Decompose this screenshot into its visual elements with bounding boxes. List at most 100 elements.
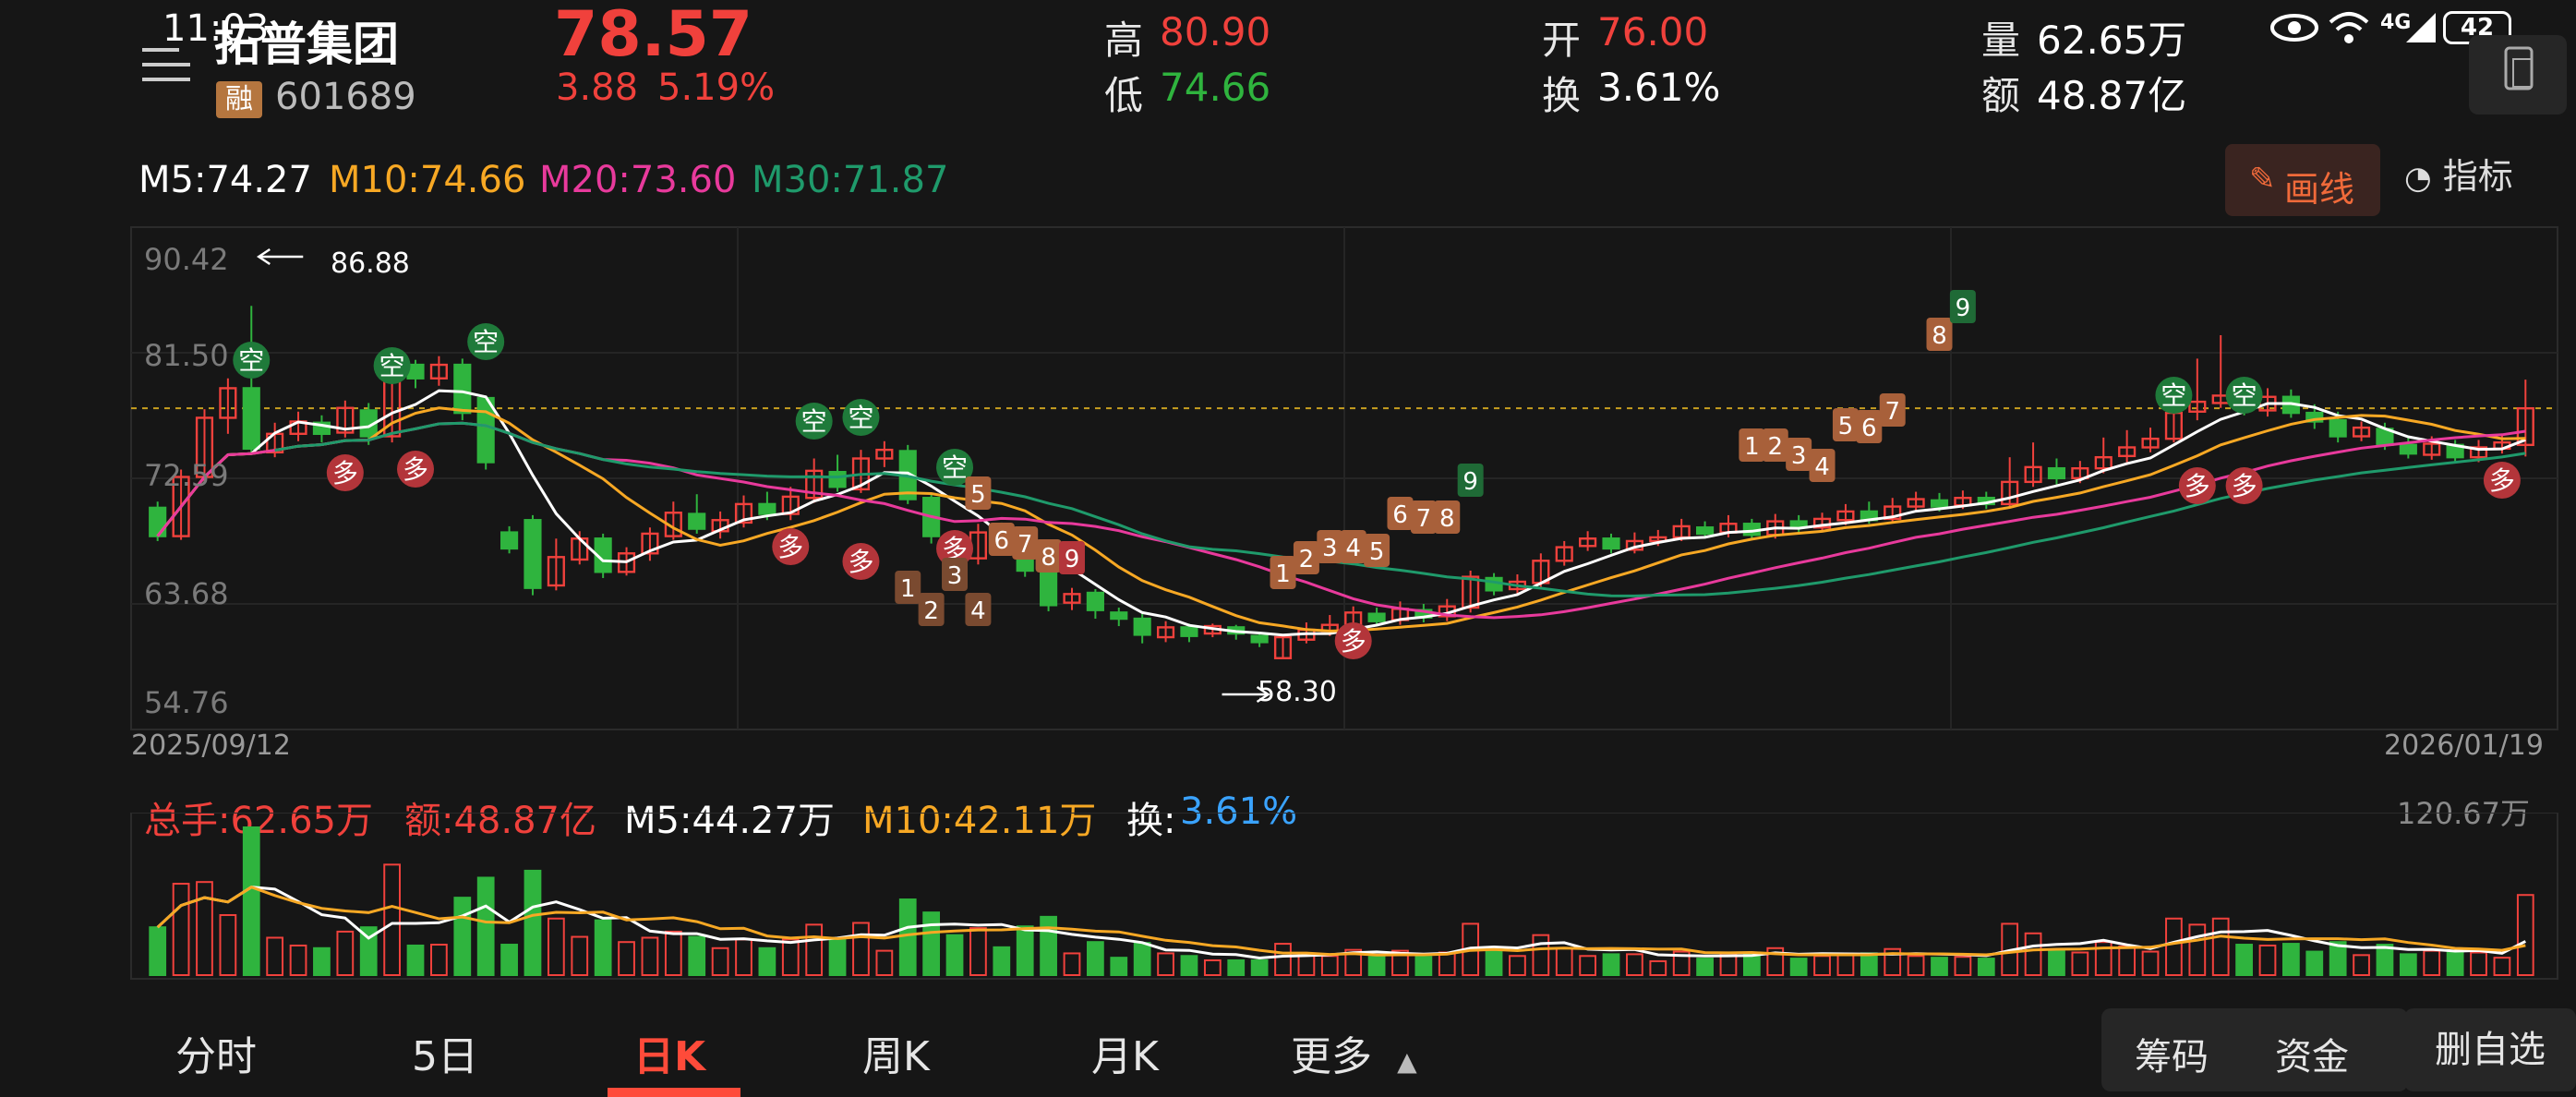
td-chip-label: 3 bbox=[1791, 442, 1807, 470]
candle-body bbox=[1180, 626, 1198, 637]
tab-daily-k[interactable]: 日K bbox=[633, 1033, 706, 1080]
td-chip-bg bbox=[895, 571, 921, 604]
current-price: 78.57 bbox=[554, 0, 753, 71]
bull-signal-marker: 多 bbox=[326, 454, 364, 491]
td-chip-bg bbox=[1340, 530, 1366, 563]
candle-body bbox=[2001, 480, 2019, 506]
ma10-legend: M10:74.66 bbox=[329, 159, 526, 201]
tab-monthly-k[interactable]: 月K bbox=[1091, 1033, 1159, 1080]
open-label: 开 bbox=[1542, 18, 1582, 63]
low-value: 74.66 bbox=[1160, 65, 1271, 110]
volume-bar bbox=[1203, 958, 1222, 977]
volume-bar bbox=[1672, 950, 1691, 977]
td-chip-bg bbox=[1832, 408, 1859, 441]
td-count-chip: 9 bbox=[1058, 541, 1085, 574]
candle-body bbox=[1367, 612, 1386, 622]
volume-bar bbox=[242, 826, 260, 976]
price-axis-label-4: 54.76 bbox=[144, 685, 229, 720]
volume-bar bbox=[524, 869, 542, 976]
volume-chart[interactable] bbox=[0, 813, 2576, 997]
volume-bar bbox=[1954, 956, 1972, 977]
margin-badge: 融 bbox=[216, 81, 262, 118]
signal-dot bbox=[2155, 377, 2193, 414]
bull-signal-marker: 多 bbox=[772, 528, 810, 565]
remove-watchlist-button[interactable]: 删自选 bbox=[2404, 1008, 2576, 1091]
candle bbox=[805, 458, 824, 503]
signal-dot bbox=[2225, 467, 2263, 504]
signal-text: 空 bbox=[238, 345, 264, 376]
chips-funds-group bbox=[2101, 1008, 2408, 1091]
volume-bar bbox=[430, 944, 448, 976]
price-axis-label-1: 81.50 bbox=[144, 338, 229, 373]
candle-body bbox=[2305, 411, 2324, 423]
td-count-chip: 8 bbox=[1035, 539, 1062, 573]
volume-bar bbox=[2235, 944, 2253, 976]
tab-weekly-k[interactable]: 周K bbox=[862, 1033, 930, 1080]
tab-5day[interactable]: 5日 bbox=[412, 1033, 478, 1080]
volume-bar bbox=[383, 863, 401, 976]
indicator-button[interactable]: ◔ 指标 bbox=[2404, 148, 2513, 199]
candle-body bbox=[641, 532, 659, 555]
td-count-chip: 4 bbox=[1340, 530, 1366, 563]
candle bbox=[1180, 623, 1198, 643]
td-count-chip: 8 bbox=[1926, 318, 1953, 351]
menu-icon[interactable] bbox=[142, 44, 194, 89]
candle-body bbox=[1040, 569, 1058, 607]
volume-bar bbox=[1931, 957, 1948, 976]
td-chip-label: 7 bbox=[1884, 398, 1900, 426]
tab-more[interactable]: 更多 ▲ bbox=[1291, 1023, 1417, 1082]
td-chip-label: 4 bbox=[970, 597, 986, 625]
volume-bar bbox=[1532, 934, 1550, 977]
signal-dot bbox=[2225, 377, 2263, 414]
price-axis-label-0: 90.42 bbox=[144, 242, 229, 277]
volume-bar bbox=[219, 913, 237, 977]
volume-bar bbox=[1250, 958, 1269, 977]
candle bbox=[1156, 621, 1175, 643]
td-count-chip: 4 bbox=[1809, 449, 1836, 482]
vol-ma10-line bbox=[156, 886, 2526, 957]
candle bbox=[711, 511, 729, 539]
td-chip-bg bbox=[1457, 464, 1484, 497]
volume-bar bbox=[641, 936, 659, 977]
ma20-line bbox=[156, 421, 2526, 620]
tab-more-label: 更多 bbox=[1291, 1033, 1372, 1080]
candle-body bbox=[875, 448, 894, 460]
landscape-toggle-button[interactable] bbox=[2469, 35, 2567, 115]
volume-bar bbox=[993, 946, 1011, 977]
volume-bar bbox=[1274, 943, 1292, 977]
td-chip-label: 8 bbox=[1932, 322, 1947, 350]
bear-signal-marker: 空 bbox=[2225, 377, 2263, 414]
td-chip-label: 9 bbox=[1956, 295, 1971, 322]
candle bbox=[2094, 437, 2113, 474]
amount-value: 48.87亿 bbox=[2037, 73, 2187, 118]
candle-body bbox=[1086, 591, 1104, 611]
draw-line-button[interactable]: ✎ 画线 bbox=[2225, 144, 2380, 216]
td-chip-label: 5 bbox=[1838, 413, 1854, 440]
td-chip-label: 6 bbox=[1861, 415, 1877, 442]
candle-body bbox=[1930, 499, 1949, 508]
candle-body bbox=[2399, 443, 2417, 455]
volume-bar bbox=[1414, 956, 1433, 977]
td-count-chip: 6 bbox=[988, 523, 1015, 556]
candle bbox=[1273, 634, 1293, 659]
volume-bar bbox=[289, 944, 307, 976]
tab-intraday[interactable]: 分时 bbox=[175, 1033, 257, 1080]
volume-bar bbox=[2141, 950, 2160, 977]
signal-dot bbox=[842, 399, 880, 436]
volume-label: 量 bbox=[1981, 18, 2021, 63]
chip-distribution-button[interactable]: 筹码 bbox=[2135, 1036, 2209, 1079]
bull-signal-marker: 多 bbox=[842, 543, 880, 580]
volume-bar bbox=[875, 949, 894, 976]
stock-code: 601689 bbox=[275, 76, 416, 118]
candle-body bbox=[2118, 446, 2137, 458]
td-chip-bg bbox=[1809, 449, 1836, 482]
signal-text: 空 bbox=[473, 327, 499, 357]
funds-button[interactable]: 资金 bbox=[2275, 1036, 2349, 1079]
active-tab-indicator bbox=[608, 1088, 740, 1097]
volume-bar bbox=[735, 938, 752, 977]
candle bbox=[406, 359, 425, 389]
candle bbox=[1367, 608, 1386, 627]
td-chip-bg bbox=[1012, 526, 1039, 560]
td-count-chip: 2 bbox=[918, 593, 945, 626]
